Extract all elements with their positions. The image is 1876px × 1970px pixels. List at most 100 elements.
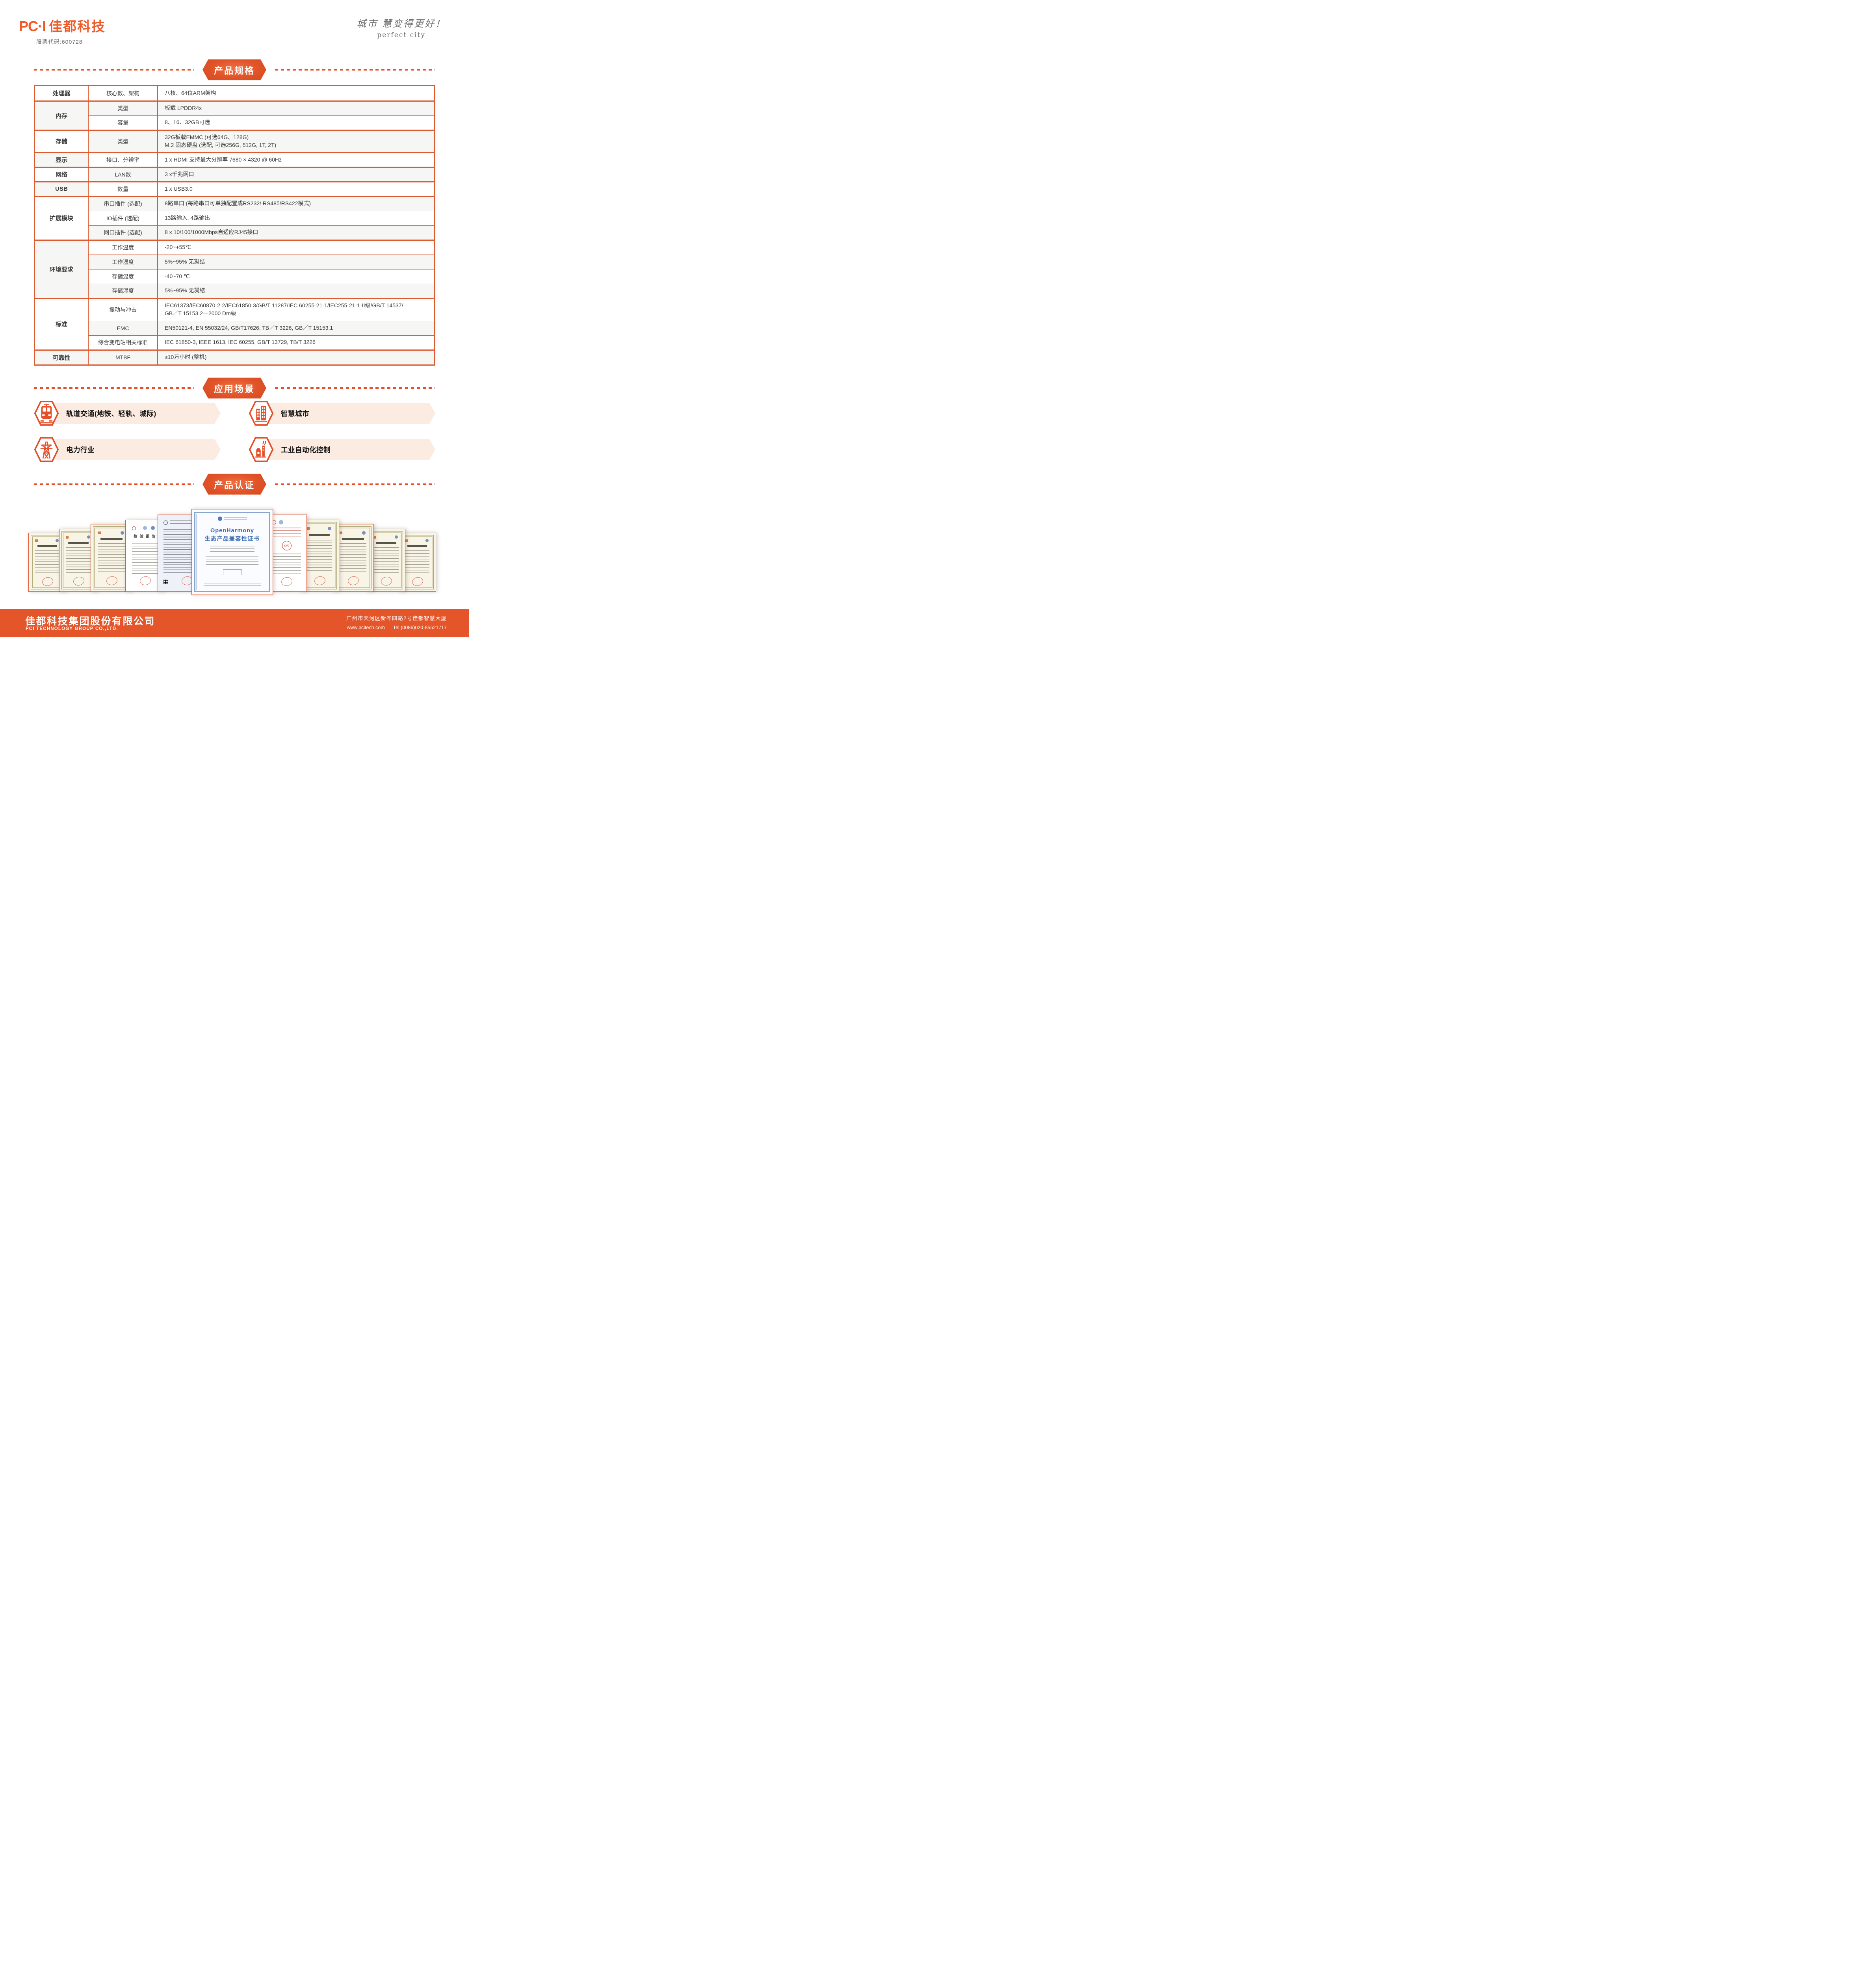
cert-title-compatibility: 生态产品兼容性证书: [204, 535, 260, 542]
value-cell: -40~70 ℃: [158, 269, 434, 284]
table-row: USB 数量 1 x USB3.0: [35, 182, 434, 197]
cert-text-placeholder: [98, 543, 125, 573]
value-cell: -20~+55℃: [158, 240, 434, 255]
cvc-logo: CVC: [282, 541, 292, 550]
value-line: GB／T 15153.2—2000 Dm级: [165, 310, 236, 316]
group-cell: 处理器: [35, 86, 89, 102]
stock-code: 股票代码:600728: [36, 39, 83, 45]
cert-text-placeholder: [272, 528, 301, 538]
dashed-line: [275, 483, 435, 485]
table-row: 容量 8、16、32GB可选: [35, 115, 434, 131]
label-cell: 核心数、架构: [88, 86, 158, 102]
group-cell: 扩展模块: [35, 196, 89, 241]
footer: 佳都科技集团股份有限公司 PCI TECHNOLOGY GROUP CO.,LT…: [0, 609, 469, 637]
table-row: 网口插件 (选配) 8 x 10/100/1000Mbps自适应RJ45接口: [35, 225, 434, 241]
value-cell: 8、16、32GB可选: [158, 115, 434, 131]
value-cell: 5%~95% 无凝结: [158, 284, 434, 299]
group-cell: 显示: [35, 152, 89, 168]
cert-logo: [56, 539, 59, 542]
cert-text-placeholder: [307, 540, 332, 573]
spec-table: 处理器 核心数、架构 八核、64位ARM架构 内存 类型 板载 LPDDR4x …: [34, 85, 435, 366]
value-cell: 1 x HDMI 支持最大分辨率 7680 × 4320 @ 60Hz: [158, 152, 434, 168]
cert-logo: [328, 527, 331, 530]
value-cell: ≥10万小时 (整机): [158, 350, 434, 364]
cert-logo: [279, 520, 283, 524]
cert-logo: [405, 539, 408, 542]
table-row: 存储湿度 5%~95% 无凝结: [35, 284, 434, 299]
cert-logo: [66, 536, 69, 539]
cert-title-placeholder: [407, 545, 427, 547]
cert-text-placeholder: [35, 550, 59, 575]
label-cell: 接口、分辨率: [88, 152, 158, 168]
red-stamp: [280, 576, 293, 587]
cert-text-placeholder: [66, 547, 91, 574]
cert-text-placeholder: [206, 556, 258, 565]
cert-logo: [373, 536, 376, 539]
value-cell: 3 x千兆网口: [158, 167, 434, 182]
label-cell: 类型: [88, 101, 158, 116]
cert-title-placeholder: [376, 542, 396, 544]
label-cell: 串口插件 (选配): [88, 196, 158, 211]
cert-logo: [98, 532, 101, 534]
app-item-industrial-automation: 工业自动化控制: [249, 437, 435, 463]
pci-logo-text-en: PC·I: [19, 18, 46, 34]
app-banner: 轨道交通(地铁、轻轨、城际): [46, 403, 221, 424]
label-cell: IO插件 (选配): [88, 211, 158, 226]
cert-text-placeholder: [405, 550, 429, 575]
certificate-frame: [194, 512, 270, 592]
table-row: IO插件 (选配) 13路输入, 4路输出: [35, 211, 434, 226]
table-row: 网络 LAN数 3 x千兆网口: [35, 167, 434, 182]
group-cell: 存储: [35, 130, 89, 153]
section-badge-certs: 产品认证: [202, 474, 266, 495]
table-row: 标准 振动与冲击 IEC61373/IEC60870-2-2/IEC61850-…: [35, 298, 434, 351]
group-cell: 标准: [35, 298, 89, 351]
value-cell: 13路输入, 4路输出: [158, 211, 434, 226]
label-cell: LAN数: [88, 167, 158, 182]
cert-text-placeholder: [224, 517, 247, 520]
table-row: 可靠性 MTBF ≥10万小时 (整机): [35, 350, 434, 364]
group-cell: USB: [35, 182, 89, 197]
app-label: 轨道交通(地铁、轻轨、城际): [66, 409, 156, 418]
page: { "header": { "logo_en": "PC·I", "logo_c…: [0, 0, 469, 637]
cert-title-openharmony: OpenHarmony: [210, 528, 254, 534]
value-line: 32G板载EMMC (可选64G、128G): [165, 134, 249, 140]
label-cell: 综合变电站相关标准: [88, 335, 158, 351]
label-cell: 类型: [88, 130, 158, 153]
label-cell: 振动与冲击: [88, 298, 158, 321]
dashed-line: [34, 387, 194, 389]
footer-line2: www.pcitech.com Tel (0086)020-85521717: [346, 625, 447, 630]
spec-table-grid: 处理器 核心数、架构 八核、64位ARM架构 内存 类型 板载 LPDDR4x …: [35, 86, 434, 364]
cert-text-placeholder: [340, 543, 366, 573]
slogan: 城市 慧变得更好！ perfect city: [357, 16, 446, 39]
cert-title-placeholder: [309, 534, 330, 536]
table-row: 处理器 核心数、架构 八核、64位ARM架构: [35, 86, 434, 102]
cert-text-placeholder: [204, 583, 261, 587]
footer-company-en: PCI TECHNOLOGY GROUP CO.,LTD.: [26, 626, 118, 631]
slogan-english: perfect city: [377, 31, 425, 39]
label-cell: 工作湿度: [88, 255, 158, 269]
table-row: 内存 类型 板载 LPDDR4x: [35, 101, 434, 131]
label-cell: 数量: [88, 182, 158, 197]
section-head-apps: 应用场景: [0, 377, 469, 400]
slogan-chinese: 城市 慧变得更好！: [357, 18, 446, 29]
value-cell: 8 x 10/100/1000Mbps自适应RJ45接口: [158, 225, 434, 241]
label-cell: EMC: [88, 321, 158, 336]
train-icon: [34, 400, 59, 426]
group-cell: 网络: [35, 167, 89, 182]
value-cell: 八核、64位ARM架构: [158, 86, 434, 102]
app-banner: 智慧城市: [260, 403, 435, 424]
label-cell: 网口插件 (选配): [88, 225, 158, 241]
cert-text-placeholder: [210, 546, 254, 552]
cert-logo: [395, 535, 398, 539]
group-cell: 可靠性: [35, 350, 89, 364]
app-banner: 工业自动化控制: [260, 439, 435, 460]
value-cell: IEC 61850-3, IEEE 1613, IEC 60255, GB/T …: [158, 335, 434, 351]
cert-text-placeholder: [163, 529, 193, 573]
value-cell: IEC61373/IEC60870-2-2/IEC61850-3/GB/T 11…: [158, 298, 434, 321]
cert-logo: [121, 531, 124, 535]
cert-title-placeholder: [68, 542, 89, 544]
group-cell: 内存: [35, 101, 89, 131]
dashed-line: [275, 387, 435, 389]
cert-text-placeholder: [132, 543, 158, 574]
table-row: 综合变电站相关标准 IEC 61850-3, IEEE 1613, IEC 60…: [35, 335, 434, 351]
